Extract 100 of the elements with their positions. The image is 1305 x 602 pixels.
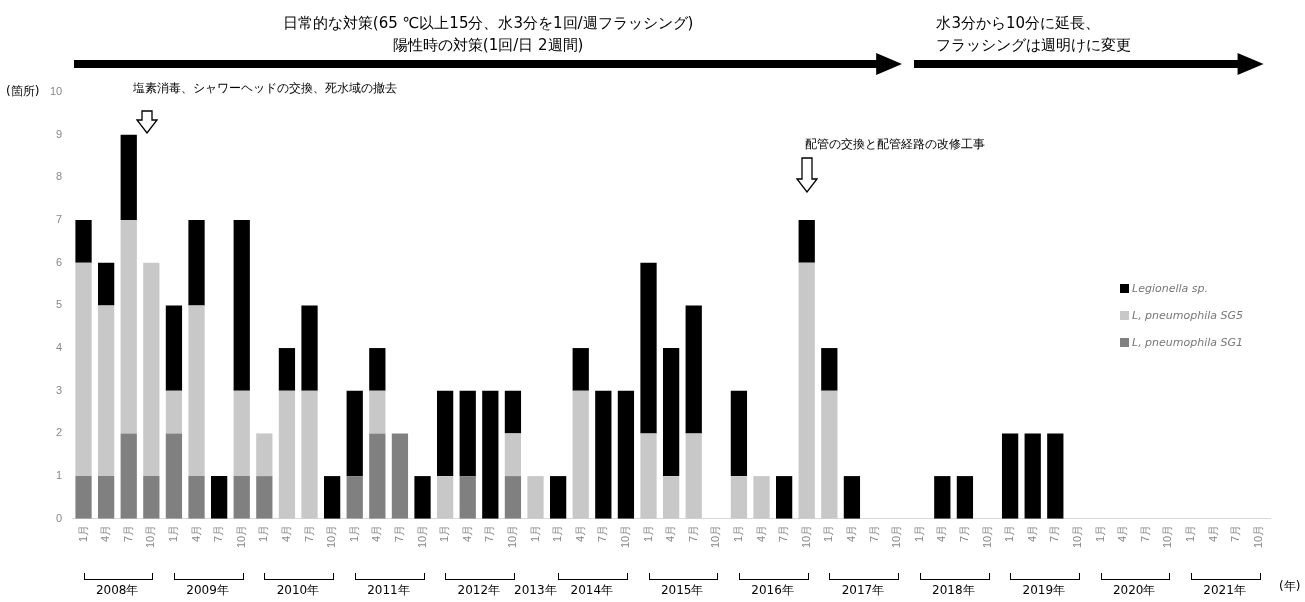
bar [188, 220, 205, 306]
bar [323, 476, 341, 519]
text: フラッシングは週明けに変更 [936, 36, 1132, 55]
bar [549, 476, 567, 519]
text: 2020年 [1112, 582, 1156, 599]
bar [1001, 433, 1019, 519]
bar [527, 476, 544, 519]
x-tick-label: 10月 [505, 524, 518, 549]
bar [640, 262, 657, 434]
x-tick-label: 10月 [890, 524, 903, 549]
y-tick-label: 9 [56, 127, 63, 140]
bar [256, 433, 273, 477]
x-tick-label: 4月 [279, 524, 292, 542]
x-tick-label: 7月 [1048, 524, 1061, 542]
bar [98, 476, 115, 519]
y-tick-label: 6 [56, 255, 63, 268]
bar [165, 433, 183, 519]
bar [685, 305, 702, 434]
bar [301, 390, 318, 519]
bar [211, 476, 228, 519]
text: 2010年 [276, 582, 320, 599]
x-tick-label: 4月 [1206, 524, 1219, 542]
x-tick-label: 1月 [1183, 524, 1196, 542]
x-tick-label: 7月 [1229, 524, 1242, 542]
x-tick-label: 4月 [1025, 524, 1038, 542]
bar [75, 262, 92, 477]
x-tick-label: 10月 [980, 524, 993, 549]
text: 2011年 [367, 582, 410, 599]
bar [595, 390, 612, 519]
x-tick-label: 7月 [483, 524, 496, 542]
bar [75, 220, 92, 263]
annotation: 配管の交換と配管経路の改修工事 [804, 136, 985, 153]
x-tick-label: 7月 [392, 524, 405, 542]
text: 2015年 [660, 582, 704, 599]
x-tick-label: 10月 [415, 524, 428, 549]
x-tick-label: 7月 [777, 524, 790, 542]
bar [369, 433, 386, 519]
bar [662, 476, 680, 519]
bar [775, 476, 793, 519]
x-tick-label: 4月 [844, 524, 857, 542]
x-tick-label: 1月 [731, 524, 744, 542]
bar [98, 262, 115, 306]
bar [75, 476, 92, 519]
text: 水3分から10分に延長、 [936, 14, 1101, 33]
bar [188, 476, 205, 519]
x-tick-label: 4月 [573, 524, 586, 542]
bar [821, 348, 838, 391]
y-tick-label: 1 [56, 469, 63, 482]
bar [436, 390, 454, 477]
text: 2014年 [570, 582, 614, 599]
bar [798, 262, 815, 519]
bar [98, 305, 115, 477]
text: 陽性時の対策(1回/日 2週間) [392, 36, 584, 55]
bar [504, 433, 522, 477]
bar [278, 348, 296, 391]
bar [572, 348, 589, 391]
x-axis-title: (年) [1279, 578, 1301, 595]
text: 2019年 [1022, 582, 1066, 599]
y-tick-label: 3 [56, 383, 63, 396]
bar [233, 476, 250, 519]
bar [956, 476, 974, 519]
bar [843, 476, 861, 519]
bar [436, 476, 454, 519]
bar [753, 476, 770, 519]
text: 日常的な対策(65 ℃以上15分、水3分を1回/週フラッシング) [282, 14, 694, 33]
bar [346, 476, 363, 519]
x-tick-label: 4月 [460, 524, 473, 542]
x-tick-label: 10月 [709, 524, 722, 549]
bar [120, 134, 137, 221]
bar [459, 390, 476, 477]
x-tick-label: 10月 [1251, 524, 1264, 549]
y-tick-label: 5 [56, 298, 63, 311]
legend-label: L, pneumophila SG5 [1132, 309, 1244, 322]
x-tick-label: 1月 [1093, 524, 1106, 542]
bar [233, 390, 250, 477]
y-tick-label: 8 [56, 170, 63, 183]
bar [414, 476, 431, 519]
bar [934, 476, 951, 519]
text: 2009年 [186, 582, 229, 599]
y-tick-label: 10 [49, 85, 63, 98]
bar [369, 348, 386, 391]
bar [346, 390, 363, 477]
x-tick-label: 7月 [596, 524, 609, 542]
bar [1024, 433, 1041, 519]
x-tick-label: 4月 [99, 524, 112, 542]
y-tick-label: 4 [56, 341, 63, 354]
text: 2017年 [841, 582, 885, 599]
text: 2018年 [932, 582, 975, 599]
bar [143, 262, 160, 477]
bar [504, 476, 522, 519]
bar [662, 348, 680, 477]
bar [165, 390, 183, 434]
bar [459, 476, 476, 519]
bar [504, 390, 522, 434]
x-tick-label: 7月 [1138, 524, 1151, 542]
x-tick-label: 1月 [822, 524, 835, 542]
bar [617, 390, 635, 519]
text: 2013年 [514, 582, 557, 599]
x-tick-label: 1月 [1003, 524, 1016, 542]
y-tick-label: 2 [56, 426, 63, 439]
